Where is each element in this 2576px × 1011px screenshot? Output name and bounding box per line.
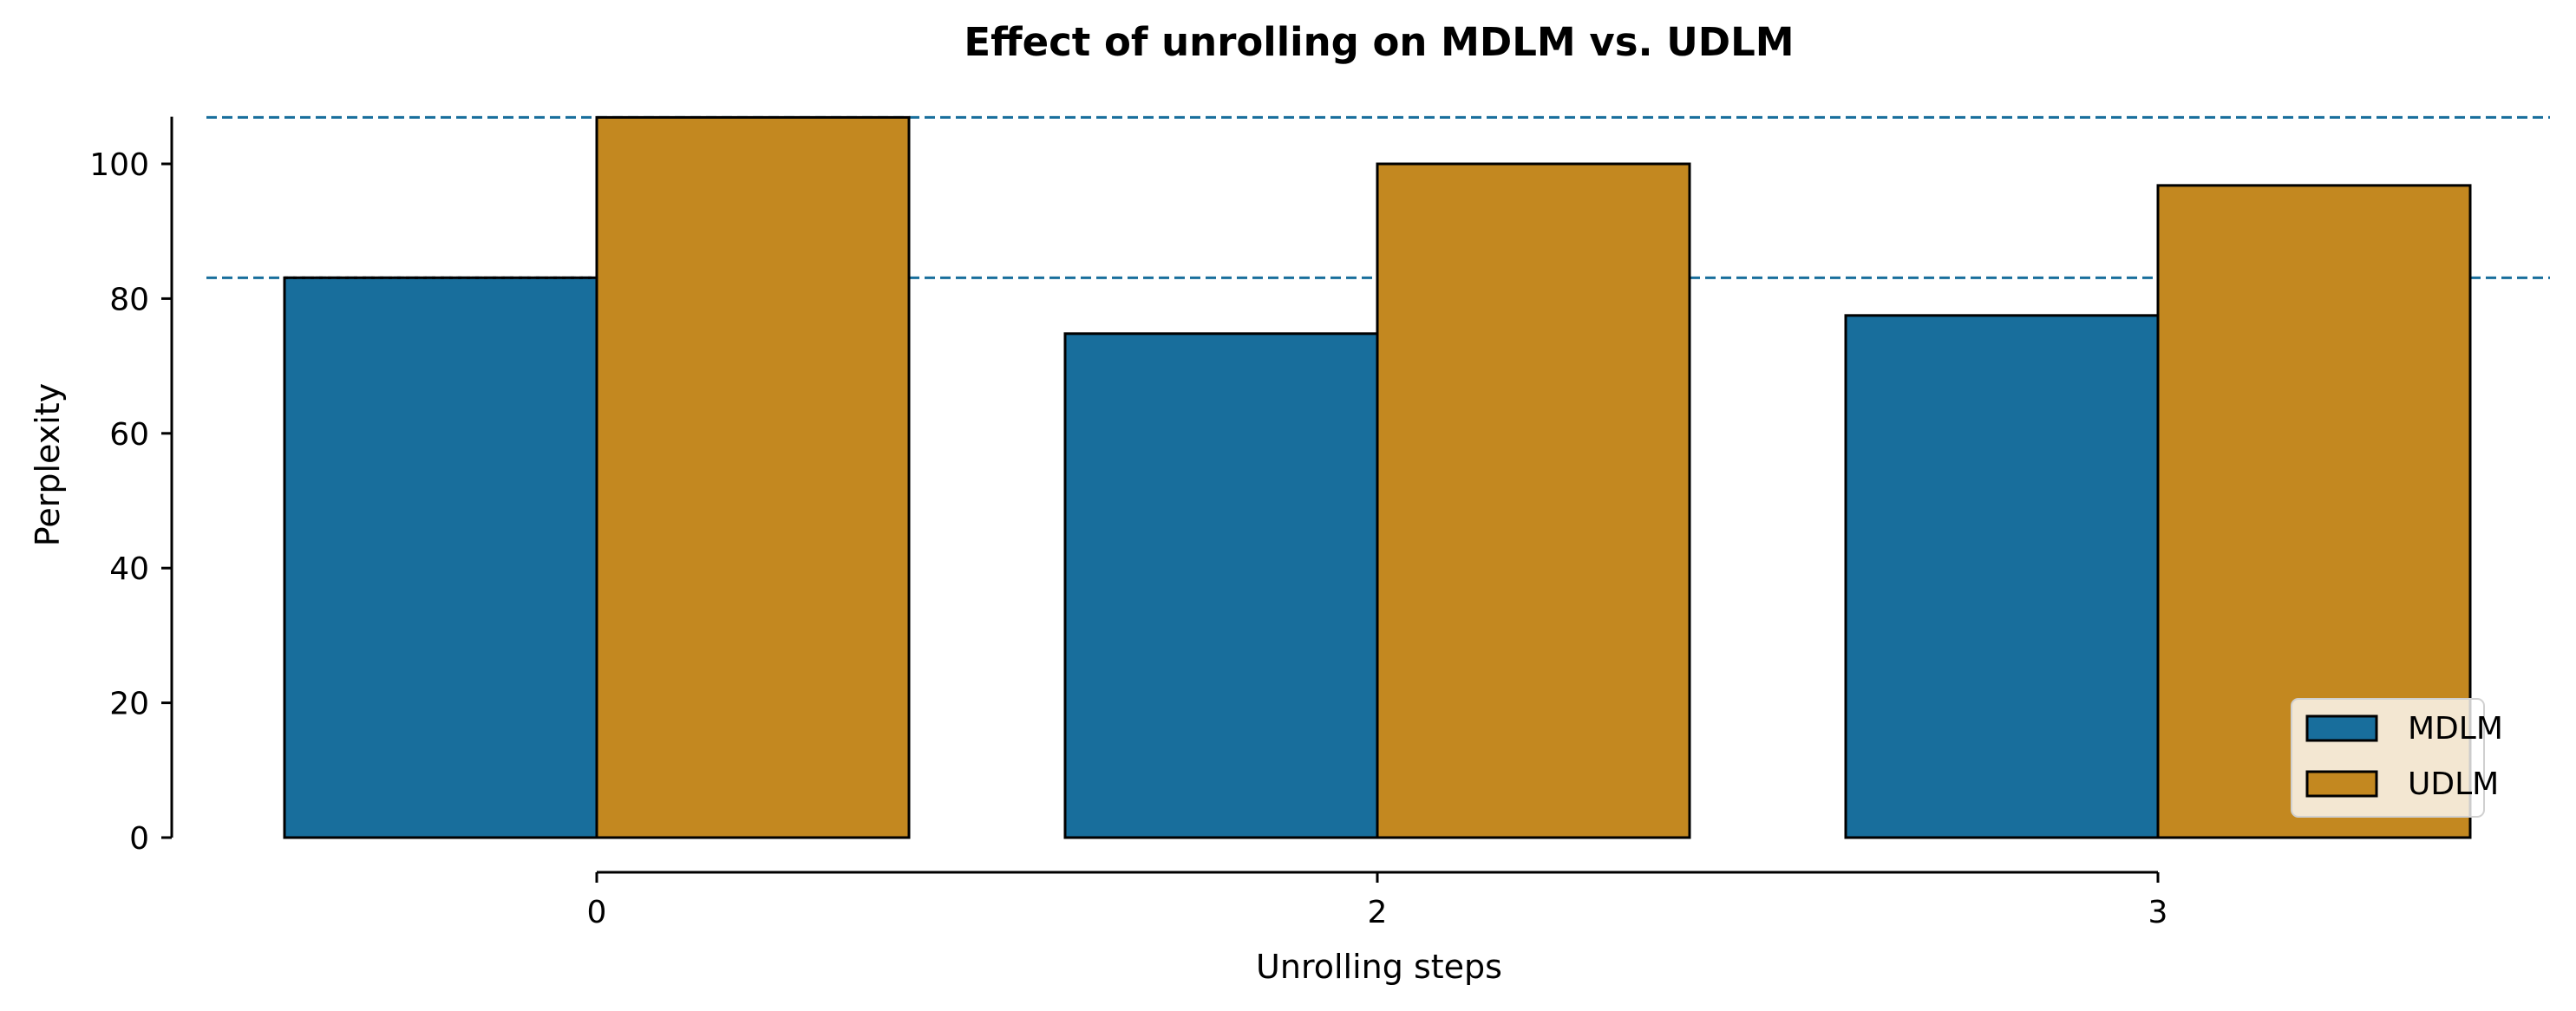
y-tick-label-20: 20 (109, 687, 149, 722)
legend-swatch-udlm (2305, 770, 2378, 798)
legend-label-mdlm: MDLM (2408, 711, 2503, 747)
bar-udlm-2 (1376, 162, 1691, 839)
bar-udlm-0 (595, 115, 911, 839)
y-tick-label-40: 40 (109, 551, 149, 587)
x-axis-label: Unrolling steps (1256, 948, 1502, 986)
x-tick-label-3: 3 (2148, 895, 2168, 930)
y-tick-label-100: 100 (89, 147, 149, 183)
x-tick-label-2: 2 (1368, 895, 1388, 930)
legend-swatch-mdlm (2305, 714, 2378, 742)
bar-mdlm-3 (1844, 314, 2160, 839)
y-tick-label-80: 80 (109, 282, 149, 317)
y-axis: 0 20 40 60 80 100 (89, 116, 173, 857)
bars (283, 115, 2472, 839)
legend: MDLM UDLM (2291, 698, 2503, 818)
y-axis-label: Perplexity (29, 383, 67, 546)
bar-mdlm-2 (1063, 332, 1379, 839)
chart-title: Effect of unrolling on MDLM vs. UDLM (964, 19, 1794, 65)
y-tick-label-60: 60 (109, 417, 149, 453)
x-tick-label-0: 0 (587, 895, 607, 930)
y-tick-label-0: 0 (129, 821, 149, 857)
bar-mdlm-0 (283, 276, 598, 839)
x-axis: 0 2 3 (587, 871, 2168, 930)
legend-label-udlm: UDLM (2408, 766, 2499, 802)
